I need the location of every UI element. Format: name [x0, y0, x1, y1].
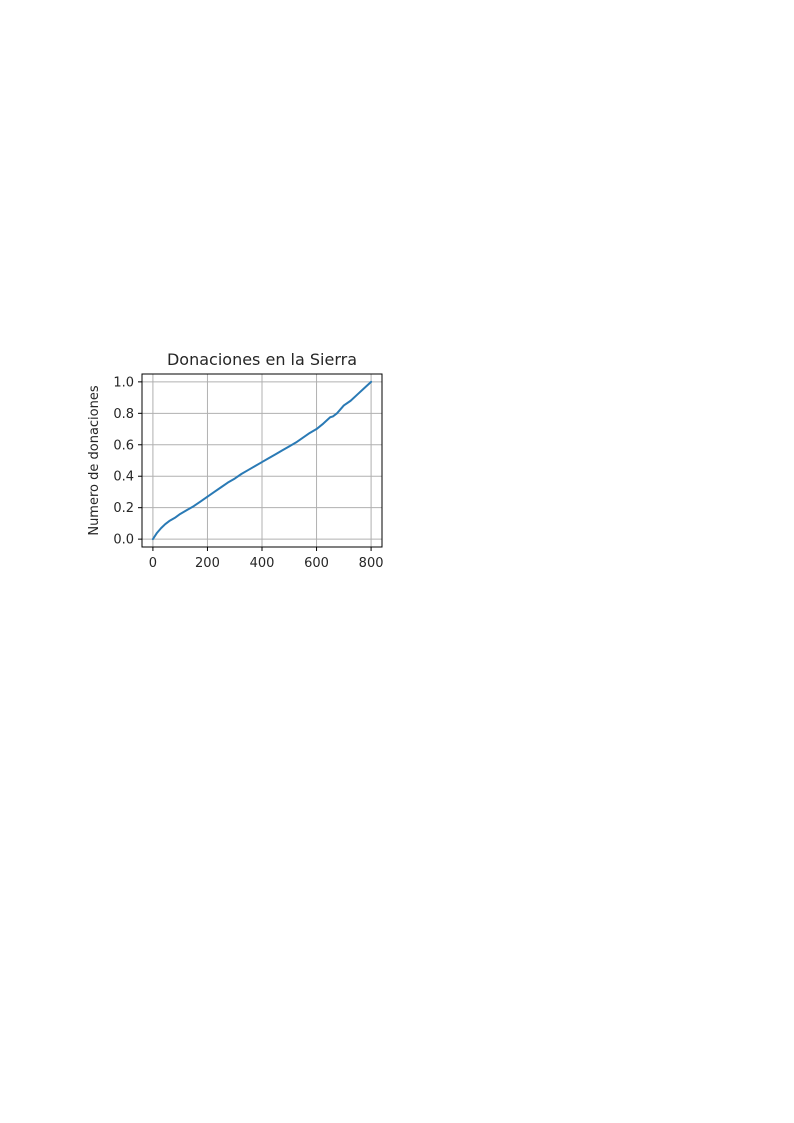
axis-ticks: 0 200 400 600 800 0.0 0.2 0.4 0.6 0.8 1.0	[113, 375, 383, 571]
y-tick-label: 1.0	[113, 375, 134, 390]
y-tick-label: 0.6	[113, 438, 134, 453]
y-tick-label: 0.8	[113, 407, 134, 422]
x-tick-label: 200	[195, 556, 220, 571]
x-tick-label: 0	[149, 556, 157, 571]
grid-lines	[142, 374, 382, 547]
x-tick-label: 800	[359, 556, 384, 571]
y-tick-label: 0.0	[113, 533, 134, 548]
x-tick-label: 400	[250, 556, 275, 571]
y-tick-label: 0.2	[113, 501, 134, 516]
chart-title: Donaciones en la Sierra	[167, 350, 357, 369]
series-layer	[151, 380, 373, 541]
y-axis-title: Numero de donaciones	[87, 385, 102, 536]
x-tick-label: 600	[304, 556, 329, 571]
y-tick-label: 0.4	[113, 470, 134, 485]
series-line	[151, 380, 373, 541]
